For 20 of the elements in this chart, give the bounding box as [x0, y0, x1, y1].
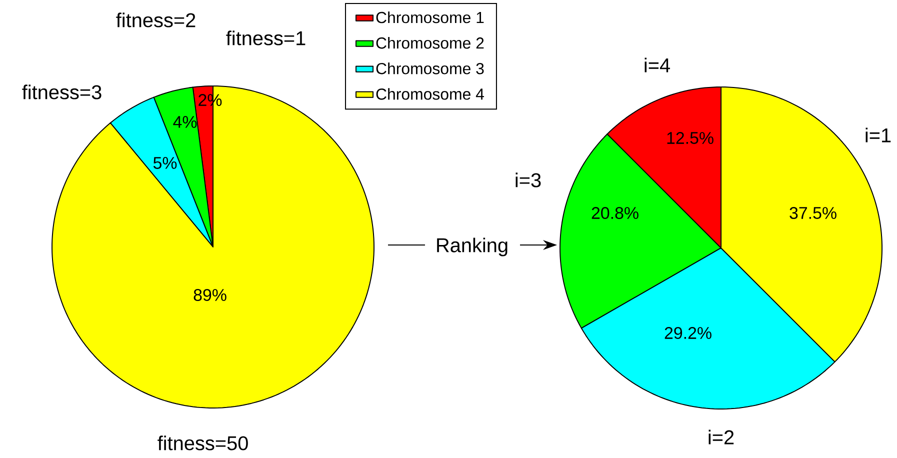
text: i=2 [708, 430, 734, 444]
data-label: 12.5% [667, 132, 714, 144]
text: i=4 [644, 58, 670, 72]
legend-label: Chromosome 2 [376, 37, 484, 49]
text: fitness=50 [158, 436, 248, 450]
legend-label: Chromosome 4 [376, 88, 484, 100]
text: Ranking [437, 238, 508, 256]
text: fitness=3 [22, 84, 102, 100]
data-label: 4% [173, 116, 197, 128]
data-label: 89% [194, 288, 226, 301]
legend-label: Chromosome 1 [376, 11, 484, 24]
data-label: 29.2% [664, 326, 712, 339]
text: fitness=1 [226, 30, 306, 46]
text: fitness=2 [116, 12, 196, 28]
data-label: 20.8% [592, 206, 638, 219]
data-label: 37.5% [790, 206, 836, 219]
text: i=1 [866, 128, 891, 142]
legend-label: Chromosome 3 [376, 62, 484, 74]
text: i=3 [516, 172, 541, 188]
data-label: 5% [153, 157, 177, 169]
